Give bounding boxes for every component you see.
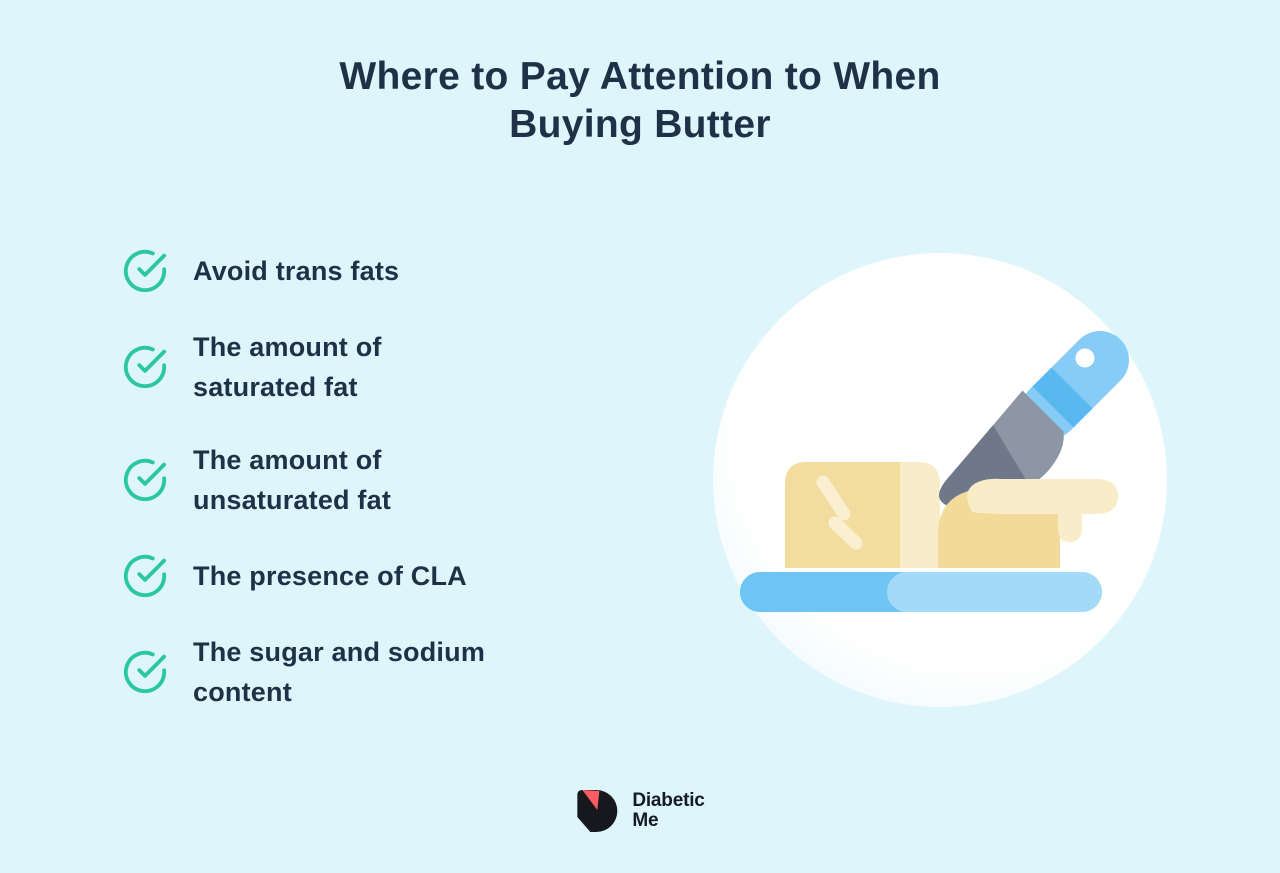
brand-name-line2: Me	[632, 810, 659, 831]
knife-handle-band	[1032, 367, 1093, 428]
check-circle-icon	[122, 649, 168, 695]
checklist-item-line: The amount of	[193, 445, 382, 475]
butter-highlights	[816, 475, 863, 550]
butter-stick	[785, 462, 940, 568]
page-title: Where to Pay Attention to When Buying Bu…	[0, 53, 1280, 149]
diabetic-me-logo-icon	[575, 788, 619, 834]
checklist-item-line: Avoid trans fats	[193, 256, 400, 286]
checklist-item-line: content	[193, 677, 292, 707]
brand-name-line1: Diabetic	[632, 790, 705, 811]
checklist-item-line: The sugar and sodium	[193, 637, 486, 667]
knife-blade-shadow	[939, 420, 1032, 508]
butter-dish-tray	[740, 572, 1102, 612]
checklist-item-line: unsaturated fat	[193, 485, 392, 515]
checklist-item: Avoid trans fats	[122, 248, 592, 294]
check-circle-icon	[122, 344, 168, 390]
checklist-item-line: The presence of CLA	[193, 561, 467, 591]
melted-butter	[967, 478, 1118, 542]
knife-icon	[939, 331, 1129, 508]
checklist-item: The sugar and sodium content	[122, 632, 592, 712]
check-circle-icon	[122, 248, 168, 294]
page-title-line2: Buying Butter	[509, 103, 771, 146]
checklist-item: The amount of unsaturated fat	[122, 440, 592, 520]
brand-logo: Diabetic Me	[575, 788, 705, 834]
checklist-item: The amount of saturated fat	[122, 327, 592, 407]
knife-handle-hole	[1075, 348, 1095, 368]
checklist: Avoid trans fats The amount of saturated…	[122, 248, 592, 712]
checklist-item: The presence of CLA	[122, 553, 592, 599]
page-title-line1: Where to Pay Attention to When	[339, 55, 941, 98]
checklist-item-line: The amount of	[193, 332, 382, 362]
check-circle-icon	[122, 553, 168, 599]
butter-dish-illustration	[710, 250, 1170, 710]
check-circle-icon	[122, 457, 168, 503]
checklist-item-line: saturated fat	[193, 372, 358, 402]
brand-name: Diabetic Me	[632, 790, 705, 831]
